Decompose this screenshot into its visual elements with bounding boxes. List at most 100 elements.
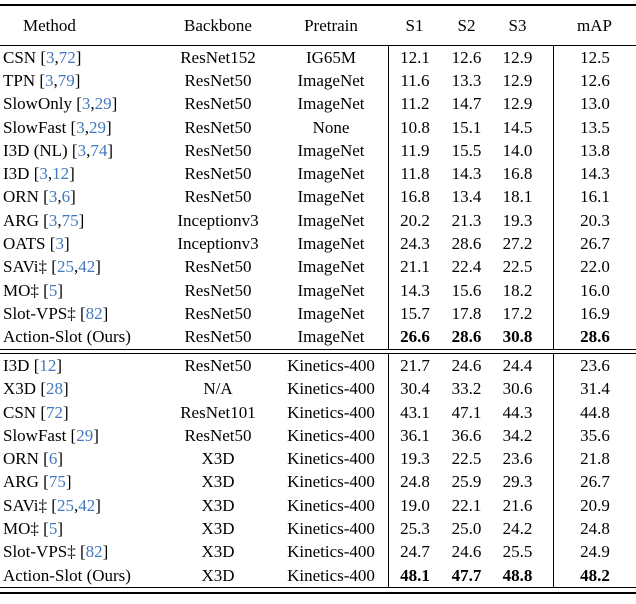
backbone-cell: ResNet50 — [184, 164, 252, 184]
citation-link[interactable]: 3 — [81, 94, 91, 114]
table-row: CSN [3, 72] ResNet152 IG65M 12.1 12.6 12… — [0, 46, 636, 70]
citation-link[interactable]: 72 — [46, 402, 63, 422]
column-header-pretrain: Pretrain — [304, 15, 358, 35]
s2-score-cell: 47.7 — [451, 565, 482, 585]
table-row: SlowFast [3, 29] ResNet50 None 10.8 15.1… — [0, 115, 636, 140]
citation-link[interactable]: 74 — [90, 140, 108, 160]
citation-link[interactable]: 42 — [78, 257, 96, 277]
map-score-cell: 35.6 — [553, 424, 636, 448]
table-row: Action-Slot (Ours) X3D Kinetics-400 48.1… — [0, 564, 636, 588]
backbone-cell: Inceptionv3 — [177, 234, 259, 254]
citation-link[interactable]: 3 — [55, 234, 64, 254]
s1-score-cell: 24.7 — [388, 540, 441, 565]
s2-score-cell: 14.7 — [451, 94, 482, 114]
method-name: SlowFast — [3, 425, 67, 445]
column-header-s2: S2 — [457, 15, 476, 35]
method-name: MO‡ — [3, 280, 39, 300]
method-cell: MO‡ [5] — [3, 280, 63, 300]
method-cell: I3D (NL) [3, 74] — [3, 140, 114, 160]
method-name: Action-Slot (Ours) — [3, 327, 131, 347]
s2-score-cell: 22.5 — [451, 449, 482, 469]
map-score-cell: 31.4 — [553, 377, 636, 401]
citation-link[interactable]: 79 — [57, 70, 75, 90]
citation-link[interactable]: 29 — [88, 117, 106, 137]
backbone-cell: X3D — [201, 519, 235, 539]
citation-link[interactable]: 29 — [94, 94, 112, 114]
s2-score-cell: 28.6 — [451, 234, 482, 254]
s2-score-cell: 15.1 — [451, 117, 482, 137]
s2-score-cell: 22.4 — [451, 257, 482, 277]
table-row: I3D [12] ResNet50 Kinetics-400 21.7 24.6… — [0, 354, 636, 378]
method-cell: Slot-VPS‡ [82] — [3, 303, 109, 323]
citation-link[interactable]: 72 — [58, 47, 76, 67]
s1-score-cell: 11.6 — [388, 69, 441, 93]
citation-link[interactable]: 3 — [46, 47, 55, 67]
s2-score-cell: 24.6 — [451, 356, 482, 375]
pretrain-cell: Kinetics-400 — [287, 449, 375, 469]
citation-link[interactable]: 29 — [76, 425, 94, 445]
citation-link[interactable]: 3 — [77, 140, 87, 160]
citation-link[interactable]: 12 — [39, 356, 57, 375]
s2-score-cell: 28.6 — [451, 327, 482, 347]
table-row: SlowFast [29] ResNet50 Kinetics-400 36.1… — [0, 424, 636, 448]
map-score-cell: 21.8 — [553, 447, 636, 471]
pretrain-cell: Kinetics-400 — [287, 402, 375, 422]
citation-link[interactable]: 25 — [56, 495, 74, 515]
backbone-cell: ResNet50 — [184, 327, 252, 347]
method-cell: MO‡ [5] — [3, 519, 63, 539]
s3-score-cell: 12.9 — [502, 94, 533, 114]
citation-link[interactable]: 6 — [48, 449, 58, 469]
method-cell: SlowFast [3, 29] — [3, 117, 112, 137]
s1-score-cell: 24.8 — [388, 470, 441, 495]
citation-link[interactable]: 3 — [76, 117, 85, 137]
map-score-cell: 16.0 — [553, 278, 636, 303]
citation-link[interactable]: 12 — [52, 164, 70, 184]
method-cell: Slot-VPS‡ [82] — [3, 542, 109, 562]
citation-link[interactable]: 3 — [48, 210, 58, 230]
pretrain-cell: Kinetics-400 — [287, 356, 375, 375]
citation-link[interactable]: 5 — [48, 519, 58, 539]
table-row: X3D [28] N/A Kinetics-400 30.4 33.2 30.6… — [0, 377, 636, 401]
citation-link[interactable]: 82 — [85, 542, 103, 562]
method-cell: TPN [3, 79] — [3, 70, 81, 90]
s3-score-cell: 30.8 — [502, 327, 533, 347]
backbone-cell: ResNet50 — [184, 425, 252, 445]
map-score-cell: 48.2 — [553, 564, 636, 588]
method-name: SlowOnly — [3, 94, 72, 114]
backbone-cell: Inceptionv3 — [177, 210, 259, 230]
pretrain-cell: Kinetics-400 — [287, 379, 375, 399]
s3-score-cell: 44.3 — [502, 402, 533, 422]
citation-link[interactable]: 75 — [61, 210, 79, 230]
pretrain-cell: ImageNet — [297, 257, 365, 277]
method-cell: OATS [3] — [3, 234, 70, 254]
citation-link[interactable]: 75 — [48, 472, 66, 492]
citation-link[interactable]: 42 — [78, 495, 96, 515]
method-name: SAVi‡ — [3, 257, 48, 277]
citation-link[interactable]: 5 — [48, 280, 58, 300]
citation-link[interactable]: 28 — [45, 379, 63, 399]
table-row: ORN [6] X3D Kinetics-400 19.3 22.5 23.6 … — [0, 447, 636, 471]
method-cell: ARG [75] — [3, 472, 72, 492]
method-name: Action-Slot (Ours) — [3, 565, 131, 585]
map-score-cell: 26.7 — [553, 470, 636, 495]
backbone-cell: ResNet50 — [184, 187, 252, 207]
s2-score-cell: 13.3 — [451, 70, 482, 90]
method-cell: CSN [72] — [3, 402, 69, 422]
method-name: CSN — [3, 402, 37, 422]
map-score-cell: 12.6 — [553, 69, 636, 93]
citation-link[interactable]: 25 — [56, 257, 74, 277]
citation-link[interactable]: 3 — [48, 187, 58, 207]
s2-score-cell: 25.0 — [451, 519, 482, 539]
citation-link[interactable]: 3 — [45, 70, 54, 90]
map-score-cell: 23.6 — [553, 354, 636, 378]
citation-link[interactable]: 3 — [39, 164, 48, 184]
method-cell: Action-Slot (Ours) — [0, 564, 162, 587]
pretrain-cell: Kinetics-400 — [287, 425, 375, 445]
method-name: Slot-VPS‡ — [3, 542, 76, 562]
citation-link[interactable]: 6 — [61, 187, 71, 207]
map-score-cell: 24.9 — [553, 540, 636, 565]
map-score-cell: 13.8 — [553, 139, 636, 163]
column-header-backbone: Backbone — [184, 15, 252, 35]
citation-link[interactable]: 82 — [85, 303, 103, 323]
s1-score-cell: 20.2 — [388, 209, 441, 233]
